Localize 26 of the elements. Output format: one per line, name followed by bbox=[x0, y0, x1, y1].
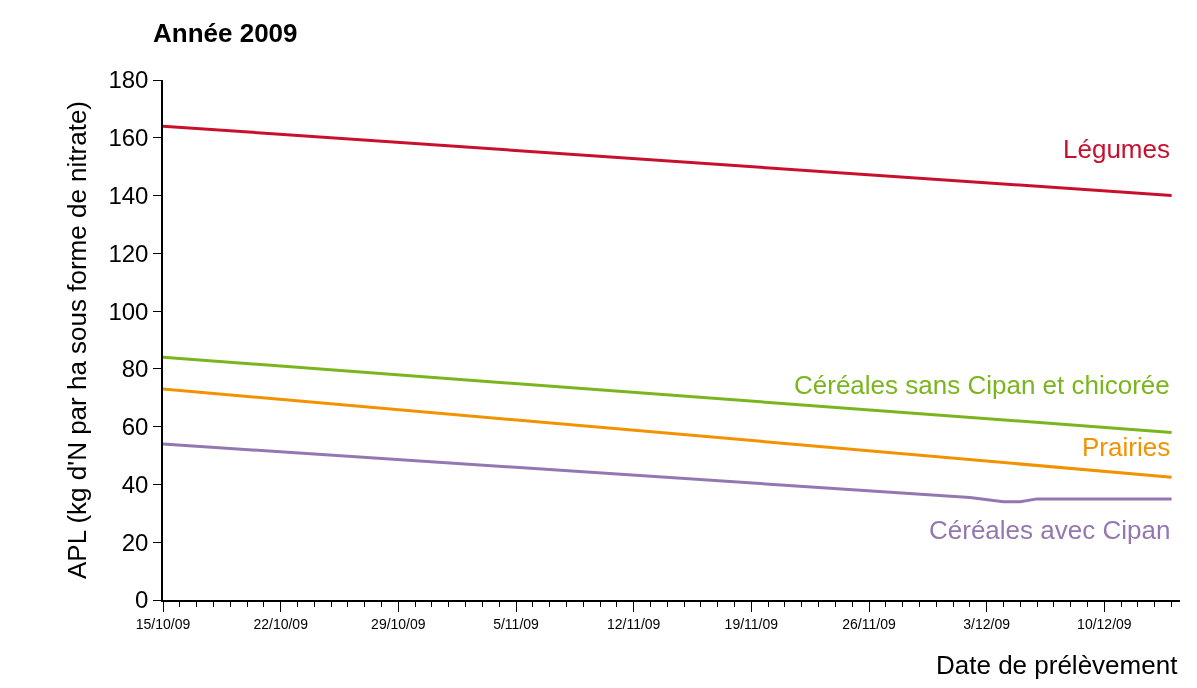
y-tick-label: 120 bbox=[108, 239, 149, 267]
y-tick-label: 0 bbox=[135, 586, 149, 614]
x-tick-label: 12/11/09 bbox=[606, 615, 661, 632]
y-tick-label: 160 bbox=[108, 124, 149, 152]
x-tick-label: 15/10/09 bbox=[135, 615, 191, 632]
y-axis-title: APL (kg d'N par ha sous forme de nitrate) bbox=[62, 100, 93, 580]
series-label: Prairies bbox=[1082, 432, 1171, 462]
x-tick-label: 22/10/09 bbox=[253, 615, 309, 632]
series-label: Céréales avec Cipan bbox=[929, 515, 1171, 545]
y-tick-label: 80 bbox=[121, 355, 149, 383]
x-axis-title: Date de prélèvement bbox=[936, 650, 1179, 680]
series-label: Céréales sans Cipan et chicorée bbox=[794, 370, 1170, 400]
y-tick-label: 60 bbox=[121, 413, 149, 441]
x-tick-label: 5/11/09 bbox=[493, 615, 540, 632]
x-tick-label: 19/11/09 bbox=[724, 615, 779, 632]
chart-title: Année 2009 bbox=[153, 18, 298, 48]
x-tick-label: 3/12/09 bbox=[963, 615, 1011, 632]
series-label: Légumes bbox=[1063, 134, 1170, 164]
x-tick-label: 29/10/09 bbox=[371, 615, 426, 632]
x-tick-label: 10/12/09 bbox=[1077, 615, 1132, 632]
x-tick-label: 26/11/09 bbox=[842, 615, 896, 632]
y-tick-label: 140 bbox=[108, 181, 149, 209]
y-tick-label: 100 bbox=[108, 297, 149, 325]
y-tick-label: 40 bbox=[121, 470, 149, 498]
y-tick-label: 180 bbox=[108, 66, 149, 94]
y-tick-label: 20 bbox=[121, 528, 149, 556]
